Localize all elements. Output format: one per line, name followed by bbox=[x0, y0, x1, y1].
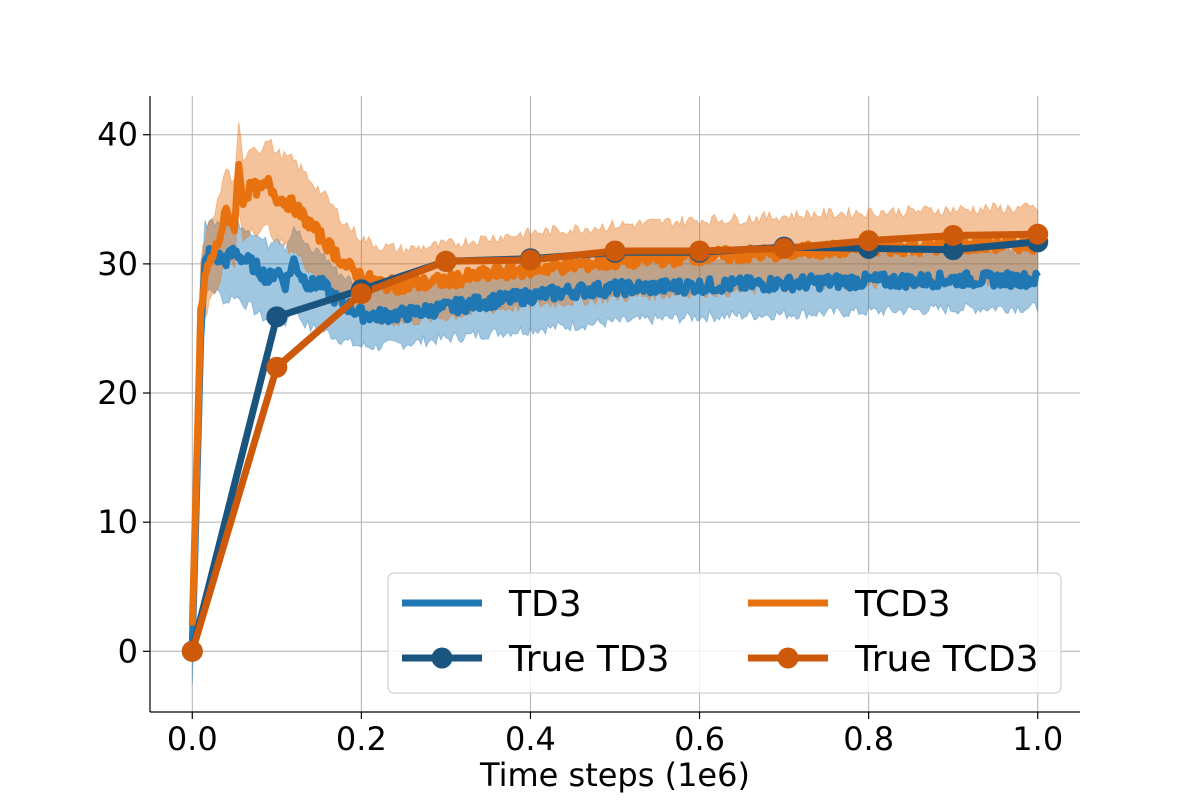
point-true-tcd3-5 bbox=[604, 240, 626, 262]
legend-item-tcd3: TCD3 bbox=[748, 584, 951, 625]
x-tick-label-5: 1.0 bbox=[1012, 720, 1063, 758]
point-true-tcd3-0 bbox=[181, 640, 203, 662]
legend-item-td3: TD3 bbox=[402, 584, 582, 625]
legend-box bbox=[387, 572, 1062, 694]
y-tick-label-3: 30 bbox=[97, 245, 138, 283]
x-tick-label-4: 0.8 bbox=[843, 720, 894, 758]
legend-marker-true-td3 bbox=[431, 647, 453, 669]
x-axis-title: Time steps (1e6) bbox=[479, 756, 750, 794]
tick-labels: 0.0 0.2 0.4 0.6 0.8 1.0 0 10 20 30 40 bbox=[97, 116, 1063, 758]
series-markers bbox=[181, 223, 1049, 662]
legend-label-true-td3: True TD3 bbox=[508, 639, 670, 680]
grid-lines bbox=[150, 96, 1080, 712]
point-true-tcd3-10 bbox=[1027, 223, 1049, 245]
legend-marker-true-tcd3 bbox=[777, 647, 799, 669]
point-true-tcd3-4 bbox=[519, 249, 541, 271]
point-true-tcd3-2 bbox=[350, 283, 372, 305]
legend-label-true-tcd3: True TCD3 bbox=[854, 639, 1039, 680]
y-tick-label-4: 40 bbox=[97, 116, 138, 154]
point-true-tcd3-1 bbox=[266, 356, 288, 378]
legend-label-tcd3: TCD3 bbox=[854, 584, 951, 625]
point-true-tcd3-8 bbox=[858, 230, 880, 252]
legend: TD3 TCD3 True TD3 True TCD3 bbox=[387, 572, 1062, 694]
x-tick-label-0: 0.0 bbox=[167, 720, 218, 758]
y-tick-label-1: 10 bbox=[97, 503, 138, 541]
legend-item-true-td3: True TD3 bbox=[402, 639, 670, 680]
point-true-tcd3-3 bbox=[435, 250, 457, 272]
x-tick-label-3: 0.6 bbox=[674, 720, 725, 758]
point-true-tcd3-6 bbox=[689, 240, 711, 262]
legend-item-true-tcd3: True TCD3 bbox=[748, 639, 1039, 680]
legend-label-td3: TD3 bbox=[508, 584, 582, 625]
line-td3 bbox=[188, 244, 1041, 645]
x-tick-label-2: 0.4 bbox=[505, 720, 556, 758]
point-true-tcd3-9 bbox=[942, 224, 964, 246]
axes bbox=[149, 96, 1080, 713]
y-tick-label-2: 20 bbox=[97, 374, 138, 412]
point-true-tcd3-7 bbox=[773, 237, 795, 259]
point-true-td3-1 bbox=[266, 306, 288, 328]
x-tick-label-1: 0.2 bbox=[336, 720, 387, 758]
y-tick-label-0: 0 bbox=[118, 632, 138, 670]
